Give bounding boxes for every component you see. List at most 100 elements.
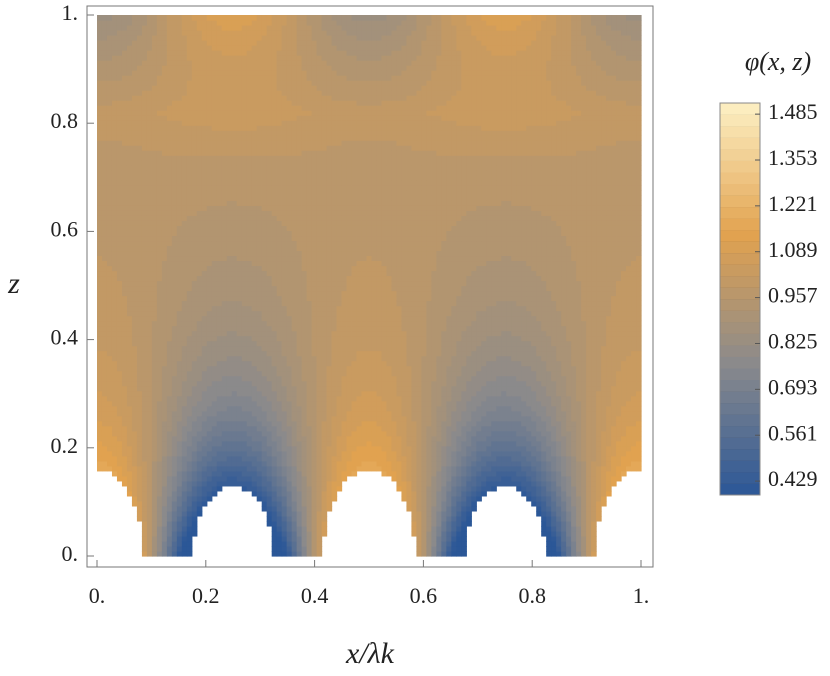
contour-cell [326,215,333,221]
contour-cell [131,330,138,337]
contour-cell [256,390,263,397]
contour-cell [101,135,108,141]
contour-cell [216,370,223,377]
contour-cell [291,360,298,367]
contour-cell [126,225,133,231]
contour-cell [101,225,108,231]
contour-cell [331,245,338,252]
contour-cell [141,540,148,547]
contour-cell [296,65,303,71]
contour-cell [101,405,108,412]
contour-cell [146,405,153,412]
contour-cell [291,15,298,21]
contour-cell [331,175,338,181]
contour-cell [97,25,103,31]
contour-cell [101,115,108,121]
contour-cell [321,460,328,467]
contour-cell [336,90,343,96]
contour-cell [301,120,308,126]
contour-cell [171,245,178,252]
contour-cell [126,125,133,131]
contour-cell [281,310,288,317]
contour-cell [191,440,198,447]
contour-cell [211,100,218,106]
contour-cell [156,180,163,186]
contour-cell [106,15,113,21]
contour-cell [211,440,218,447]
contour-cell [136,70,143,76]
contour-cell [231,425,238,432]
contour-cell [156,45,163,51]
contour-cell [186,95,193,101]
contour-cell [171,25,178,31]
contour-cell [236,280,243,287]
contour-cell [106,165,113,171]
contour-cell [211,315,218,322]
contour-cell [141,495,148,502]
contour-cell [146,490,153,497]
contour-cell [146,445,153,452]
contour-cell [141,135,148,141]
contour-cell [206,130,213,136]
contour-cell [256,440,263,447]
contour-cell [296,335,303,342]
contour-cell [321,315,328,322]
contour-cell [97,460,103,467]
contour-cell [271,200,278,206]
contour-cell [236,410,243,417]
contour-cell [231,470,238,477]
contour-cell [166,335,173,342]
contour-cell [291,330,298,337]
contour-cell [246,225,253,231]
contour-cell [226,360,233,367]
contour-cell [126,315,133,322]
contour-cell [176,140,183,146]
contour-cell [261,150,268,156]
contour-cell [246,270,253,277]
contour-cell [126,130,133,136]
contour-cell [101,295,108,302]
contour-cell [231,350,238,357]
contour-cell [286,525,293,532]
contour-cell [286,30,293,36]
contour-cell [141,450,148,457]
contour-cell [156,290,163,297]
contour-cell [131,285,138,292]
contour-cell [206,210,213,216]
contour-cell [236,330,243,337]
contour-cell [181,470,188,477]
contour-cell [256,305,263,312]
contour-cell [266,90,273,96]
contour-cell [211,425,218,432]
contour-cell [251,390,258,397]
contour-cell [316,160,323,166]
contour-cell [141,245,148,252]
contour-cell [241,265,248,272]
contour-cell [156,255,163,262]
contour-cell [341,280,348,287]
contour-cell [251,75,258,81]
contour-cell [136,160,143,166]
contour-cell [286,70,293,76]
contour-cell [146,95,153,101]
contour-cell [281,25,288,31]
contour-cell [231,85,238,91]
contour-cell [131,195,138,201]
contour-cell [156,145,163,151]
contour-cell [216,125,223,131]
contour-cell [271,165,278,171]
contour-cell [326,120,333,126]
contour-cell [301,320,308,327]
contour-cell [336,470,343,477]
contour-cell [326,345,333,352]
contour-cell [256,45,263,51]
contour-cell [311,550,318,557]
contour-cell [131,425,138,432]
contour-cell [166,100,173,106]
contour-cell [206,370,213,377]
contour-cell [206,440,213,447]
contour-cell [161,505,168,512]
contour-cell [171,440,178,447]
contour-cell [211,205,218,211]
contour-cell [196,505,203,512]
